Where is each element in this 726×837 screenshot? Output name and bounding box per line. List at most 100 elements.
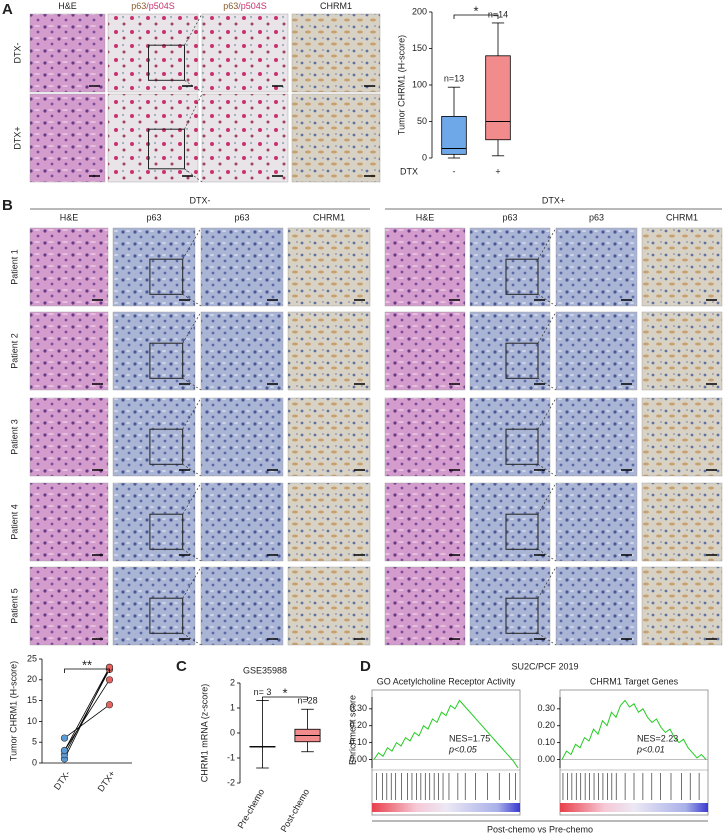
micrograph — [29, 397, 109, 477]
y-tick-label: 25 — [27, 653, 37, 663]
micrograph — [555, 397, 638, 477]
panel-label: B — [2, 197, 13, 214]
n-label: n= 3 — [254, 687, 272, 697]
zoom-line — [537, 378, 557, 391]
micrograph — [641, 227, 723, 307]
significance-bracket — [453, 14, 499, 19]
column-header: CHRM1 — [313, 212, 345, 222]
nes-label: NES=2.23 — [637, 733, 678, 743]
micrograph — [29, 13, 106, 93]
significance: * — [473, 3, 478, 18]
row-label: Patient 4 — [9, 504, 19, 540]
row-label: DTX- — [12, 43, 22, 64]
inset-box — [149, 597, 184, 634]
micrograph — [29, 93, 106, 183]
point — [60, 746, 69, 755]
micrograph — [29, 566, 109, 646]
micrograph — [107, 93, 199, 183]
pair-line — [64, 667, 110, 760]
micrograph — [469, 311, 551, 391]
panel-title: SU2C/PCF 2019 — [511, 661, 578, 671]
micrograph — [641, 566, 723, 646]
column-header-part: H&E — [58, 1, 77, 11]
column-header: p63 — [502, 212, 517, 222]
y-tick-label: 50 — [417, 116, 427, 126]
micrograph — [555, 311, 638, 391]
micrograph — [469, 397, 551, 477]
micrograph — [29, 227, 109, 307]
micrograph — [200, 227, 284, 307]
micrograph — [107, 13, 199, 93]
x-axis-label: DTX — [400, 166, 418, 176]
y-axis-label: Enrichment score — [347, 695, 357, 765]
x-tick-label: Post-chemo — [279, 787, 312, 834]
x-tick-label: DTX- — [52, 769, 72, 792]
zoom-line — [184, 93, 203, 130]
column-header-part: p63 — [131, 1, 146, 11]
row-label: DTX+ — [12, 126, 22, 149]
micrograph — [201, 93, 289, 183]
micrograph — [112, 311, 196, 391]
micrograph — [469, 227, 551, 307]
panel-label: C — [176, 658, 187, 675]
micrograph — [200, 482, 284, 562]
row-label: Patient 1 — [9, 249, 19, 285]
p-label: p<0.05 — [448, 744, 478, 754]
micrograph — [384, 566, 466, 646]
inset-box — [505, 597, 539, 634]
y-tick-label: 0.10 — [537, 737, 555, 747]
zoom-line — [537, 294, 557, 307]
pair-line — [64, 704, 110, 739]
significance: ** — [82, 657, 92, 672]
zoom-line — [184, 80, 203, 93]
column-header-part: /p504S — [238, 1, 267, 11]
y-axis-label: Tumor CHRM1 (H-score) — [8, 661, 18, 761]
y-axis-label: Tumor CHRM1 (H-score) — [396, 35, 406, 135]
inset-box — [505, 342, 539, 379]
y-tick-label: 0.20 — [537, 720, 555, 730]
panel-label: A — [2, 1, 13, 18]
inset-box — [505, 513, 539, 550]
y-tick-label: 0.20 — [349, 720, 367, 730]
column-header: p63 — [234, 212, 249, 222]
zoom-line — [537, 549, 557, 562]
micrograph — [200, 397, 284, 477]
row-label: Patient 3 — [9, 419, 19, 455]
x-tick-label: Pre-chemo — [236, 787, 267, 830]
y-tick-label: 0.00 — [349, 754, 367, 764]
column-header: p63/p504S — [131, 1, 175, 11]
significance-bracket — [64, 668, 110, 673]
x-tick-label: + — [495, 166, 500, 176]
column-header-part: /p504S — [146, 1, 175, 11]
es-line — [561, 699, 707, 760]
significance: * — [282, 685, 287, 700]
y-tick-label: -2 — [227, 777, 235, 787]
nes-label: NES=1.75 — [449, 733, 490, 743]
micrograph — [641, 397, 723, 477]
micrograph — [287, 227, 371, 307]
column-header-part: p63 — [223, 1, 238, 11]
micrograph — [112, 397, 196, 477]
column-header: CHRM1 — [666, 212, 698, 222]
n-label: n=13 — [444, 74, 464, 84]
group-header: DTX+ — [542, 195, 565, 205]
micrograph — [555, 227, 638, 307]
column-header: p63 — [146, 212, 161, 222]
y-tick-label: 0 — [32, 757, 37, 767]
chart-title: CHRM1 Target Genes — [590, 676, 679, 686]
y-tick-label: 1 — [230, 702, 235, 712]
zoom-line — [537, 633, 557, 646]
column-header-part: CHRM1 — [320, 1, 352, 11]
zoom-line — [537, 464, 557, 477]
inset-box — [148, 128, 185, 170]
column-header: p63 — [589, 212, 604, 222]
column-header: H&E — [60, 212, 79, 222]
p-label: p<0.01 — [636, 744, 665, 754]
y-tick-label: 150 — [412, 43, 427, 53]
inset-box — [149, 428, 184, 465]
y-tick-label: 0.00 — [537, 754, 555, 764]
micrograph — [287, 397, 371, 477]
micrograph — [29, 482, 109, 562]
x-tick-label: DTX+ — [96, 769, 118, 794]
